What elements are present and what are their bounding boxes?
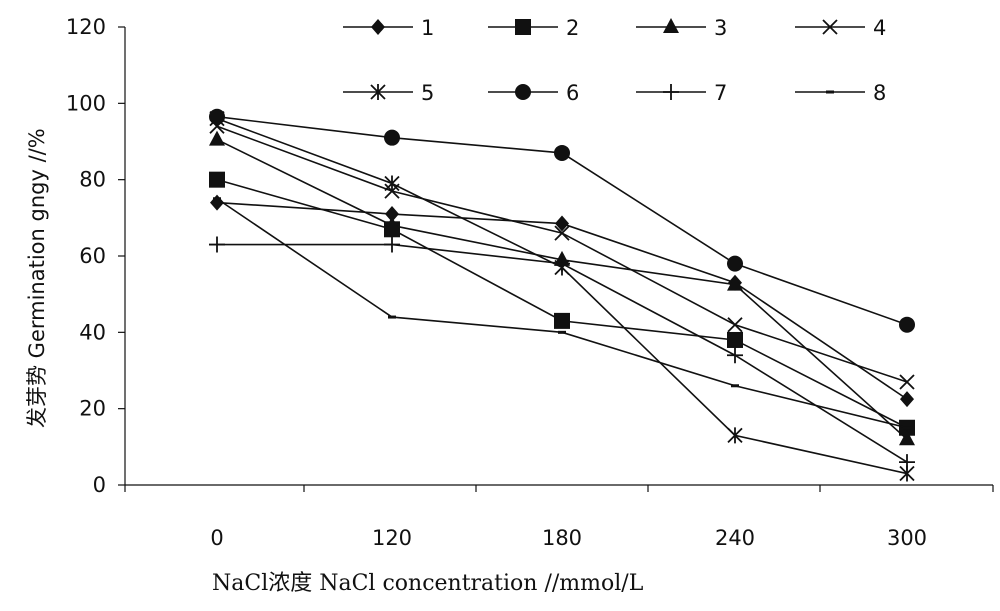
legend-item-1: 1 [343,16,434,40]
legend-label: 2 [566,16,579,40]
series-line [217,119,907,474]
y-tick-label: 100 [66,91,106,115]
data-point-square [727,332,743,348]
legend-label: 3 [714,16,727,40]
legend-label: 4 [873,16,886,40]
data-point-dash [903,426,911,429]
data-point-square [515,19,531,35]
y-ticks: 0 20 40 60 80 100 120 [66,15,125,497]
data-point-asterisk [385,175,399,191]
y-tick-label: 60 [79,244,106,268]
data-point-square [554,313,570,329]
data-point-diamond [900,391,914,407]
x-tick-label: 180 [542,526,582,550]
legend-item-7: 7 [636,81,727,105]
data-point-diamond [371,19,385,35]
legend-label: 1 [421,16,434,40]
data-point-plus [209,237,225,253]
legend-item-2: 2 [488,16,579,40]
series-7 [209,237,915,471]
legend-item-8: 8 [795,81,886,105]
data-point-circle [384,130,400,146]
legend-item-6: 6 [488,81,579,105]
y-tick-label: 120 [66,15,106,39]
series-2 [209,172,915,436]
legend: 1 2 3 4 5 6 7 8 [343,16,886,105]
data-point-plus [727,347,743,363]
x-tick-label: 120 [372,526,412,550]
data-point-square [209,172,225,188]
x-axis-title: NaCl浓度 NaCl concentration //mmol/L [212,571,644,596]
series-3 [209,131,915,446]
legend-label: 5 [421,81,434,105]
data-point-dash [731,384,739,387]
data-point-plus [384,237,400,253]
legend-label: 7 [714,81,727,105]
data-point-asterisk [728,427,742,443]
data-point-dash [213,197,221,200]
x-tick-label: 300 [887,526,927,550]
legend-label: 8 [873,81,886,105]
y-axis-title: 发芽势 Germination gngy //% [25,128,49,428]
series-1 [210,195,914,408]
legend-label: 6 [566,81,579,105]
x-tick-label: 240 [715,526,755,550]
legend-item-3: 3 [636,16,727,40]
data-point-x [728,318,742,332]
data-point-triangle [663,18,679,33]
data-point-dash [826,91,834,94]
y-tick-label: 0 [93,473,106,497]
x-ticks: 0 120 180 240 300 [125,485,993,550]
data-point-plus [663,84,679,100]
series-group [209,109,915,482]
series-line [217,245,907,463]
series-5 [210,111,914,482]
data-point-circle [209,109,225,125]
x-tick-label: 0 [210,526,223,550]
y-tick-label: 80 [79,168,106,192]
y-tick-label: 20 [79,397,106,421]
data-point-dash [388,316,396,319]
y-tick-label: 40 [79,320,106,344]
legend-item-5: 5 [343,81,434,105]
data-point-x [900,375,914,389]
data-point-circle [515,84,531,100]
legend-item-4: 4 [795,16,886,40]
data-point-circle [727,256,743,272]
series-line [217,140,907,440]
data-point-circle [899,317,915,333]
data-point-dash [558,331,566,334]
data-point-circle [554,145,570,161]
